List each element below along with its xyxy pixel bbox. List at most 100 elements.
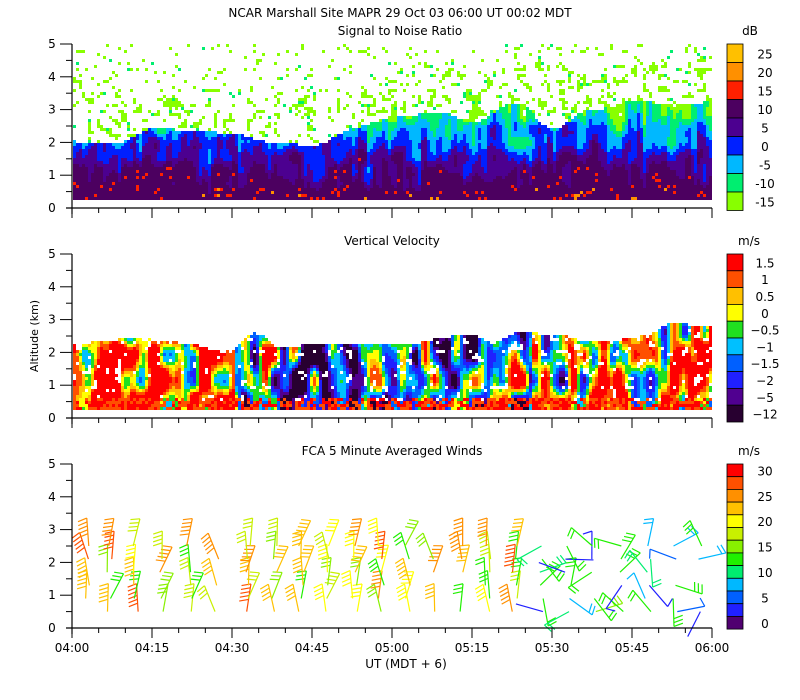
- wind-barb-feather: [505, 551, 515, 555]
- wind-barb-feather: [162, 574, 172, 578]
- wind-barb: [595, 602, 623, 613]
- wind-barb-feather: [479, 543, 490, 549]
- wind-barb-feather: [475, 587, 485, 594]
- wind-barb-feather: [425, 590, 435, 596]
- y-tick-label: 1: [48, 588, 56, 602]
- wind-barb-feather: [102, 529, 112, 532]
- wind-barb: [620, 534, 636, 560]
- wind-barb: [85, 570, 88, 599]
- wind-barb-feather: [498, 583, 508, 590]
- wind-barb: [594, 537, 622, 547]
- x-axis-label: UT (MDT + 6): [365, 657, 447, 671]
- colorbar-label: 0.5: [755, 290, 774, 304]
- wind-barb-feather: [351, 521, 361, 525]
- wind-barb-feather: [77, 564, 87, 571]
- y-tick-label: 0: [48, 621, 56, 635]
- wind-barb-feather: [684, 523, 693, 532]
- wind-barb-feather: [330, 571, 340, 575]
- winds-colorbar: 30 25 20 15 10 5 0: [726, 463, 773, 631]
- wind-barb-feather: [395, 539, 404, 546]
- wind-barb: [292, 584, 300, 612]
- wind-barb-feather: [397, 569, 407, 576]
- wind-barb-feather: [265, 538, 276, 542]
- y-tick-label: 2: [48, 555, 56, 569]
- wind-barb-feather: [241, 583, 252, 587]
- wind-barb-feather: [394, 557, 404, 564]
- wind-barb-feather: [477, 533, 487, 537]
- wind-barb: [354, 518, 363, 547]
- wind-barb: [567, 571, 593, 588]
- wind-barb-feather: [297, 526, 308, 529]
- wind-barb-feather: [98, 594, 109, 599]
- wind-barb-feather: [605, 607, 616, 612]
- wind-barb-feather: [163, 571, 174, 574]
- wind-barb: [327, 557, 332, 586]
- wind-barb-feather: [71, 532, 81, 539]
- snr-field: [73, 44, 712, 200]
- wind-barb-feather: [374, 542, 384, 546]
- wind-barb: [276, 546, 289, 573]
- wind-barb-feather: [355, 548, 366, 551]
- wind-barb-feather: [127, 583, 137, 588]
- wind-barb-feather: [248, 574, 258, 578]
- wind-barb: [675, 584, 703, 595]
- wind-barb-feather: [182, 517, 193, 521]
- wind-barb-feather: [450, 542, 460, 549]
- wind-barb-feather: [240, 587, 251, 590]
- wind-barb-feather: [479, 547, 490, 553]
- wind-barb-feather: [99, 583, 109, 587]
- wind-barb-feather: [128, 525, 139, 528]
- wind-barb-feather: [104, 538, 114, 542]
- wind-barb-feather: [510, 564, 521, 568]
- wind-barb: [647, 518, 655, 547]
- colorbar-swatch: [726, 253, 744, 272]
- colorbar-label: 5: [761, 591, 769, 605]
- panel-title-snr: Signal to Noise Ratio: [338, 24, 462, 38]
- wind-barb-feather: [350, 560, 361, 564]
- wind-barb: [300, 570, 307, 599]
- wind-barb: [593, 598, 612, 622]
- wind-barb-feather: [505, 543, 516, 548]
- wind-barb: [271, 572, 283, 599]
- wind-barb-feather: [124, 560, 134, 565]
- wind-barb-feather: [292, 538, 302, 543]
- wind-barb-feather: [477, 521, 488, 526]
- wind-barb-feather: [508, 534, 519, 538]
- wind-barb-feather: [396, 565, 406, 572]
- wind-barb-feather: [203, 565, 212, 572]
- wind-barb: [486, 531, 492, 560]
- wind-barb-feather: [453, 529, 463, 534]
- wind-barb-feather: [478, 570, 488, 575]
- wind-barb-feather: [160, 578, 170, 581]
- wind-barbs: [71, 517, 727, 637]
- wind-barb-feather: [193, 571, 204, 574]
- wind-barb-feather: [183, 594, 193, 599]
- wind-barb-feather: [392, 531, 402, 539]
- wind-barb-feather: [477, 529, 487, 534]
- wind-barb-feather: [129, 522, 140, 524]
- wind-barb-feather: [271, 574, 281, 577]
- wind-barb-feather: [716, 545, 723, 555]
- wind-barb-feather: [124, 564, 134, 569]
- wind-barb: [403, 584, 411, 612]
- wind-barb-feather: [314, 591, 324, 597]
- wind-barb-feather: [157, 591, 167, 594]
- wind-barb-feather: [296, 529, 306, 532]
- wind-barb-feather: [181, 525, 191, 528]
- colorbar-label: −2: [756, 374, 774, 388]
- wind-barb: [160, 573, 174, 599]
- wind-barb-feather: [127, 529, 138, 532]
- wind-barb: [375, 518, 380, 547]
- wind-barb: [326, 573, 341, 599]
- colorbar-label: −5: [756, 391, 774, 405]
- wind-barb-feather: [344, 542, 355, 547]
- wind-barb-feather: [239, 598, 249, 602]
- wind-barb: [404, 521, 419, 547]
- wind-barb: [565, 558, 594, 561]
- y-tick-label: 4: [48, 70, 56, 84]
- wind-barb-feather: [591, 605, 596, 616]
- wind-barb-feather: [294, 533, 304, 536]
- wind-barb-feather: [98, 590, 109, 595]
- y-tick-label: 0: [48, 201, 56, 215]
- wind-barb-feather: [499, 591, 509, 597]
